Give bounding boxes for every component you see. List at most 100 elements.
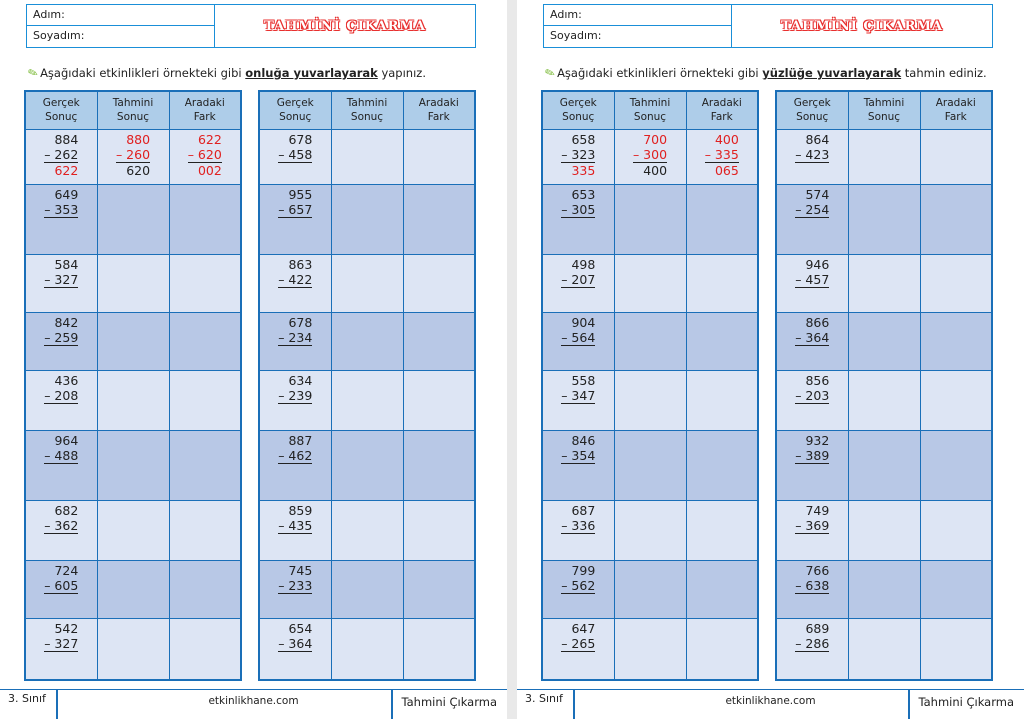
estimate-answer-cell[interactable]: [96, 499, 170, 561]
estimate-answer-cell[interactable]: [847, 429, 921, 501]
difference-answer-cell[interactable]: 400– 335 065: [685, 128, 759, 185]
estimate-answer-cell[interactable]: [613, 559, 687, 619]
estimate-answer-cell[interactable]: [330, 369, 404, 431]
difference-answer-cell[interactable]: [919, 369, 993, 431]
difference-answer-cell[interactable]: [402, 128, 476, 185]
difference-answer-cell[interactable]: [919, 617, 993, 681]
estimate-answer-cell[interactable]: [847, 128, 921, 185]
estimate-answer-cell[interactable]: [847, 499, 921, 561]
estimate-answer-cell[interactable]: [613, 617, 687, 681]
difference-answer-cell[interactable]: [685, 183, 759, 255]
name-label: Adım:: [544, 5, 731, 26]
estimate-answer-cell[interactable]: [330, 499, 404, 561]
difference-answer-cell[interactable]: [168, 559, 242, 619]
estimate-answer-cell[interactable]: [330, 311, 404, 371]
estimate-answer-cell[interactable]: [613, 253, 687, 313]
estimate-answer-cell[interactable]: [96, 429, 170, 501]
estimate-answer-cell[interactable]: [847, 617, 921, 681]
minuend: 689: [805, 620, 830, 636]
estimate-answer-cell[interactable]: [613, 311, 687, 371]
difference-answer-cell[interactable]: [402, 253, 476, 313]
estimate-answer-cell[interactable]: [613, 369, 687, 431]
problem-row: 932– 389: [775, 429, 993, 501]
difference-answer-cell[interactable]: [402, 311, 476, 371]
minuend: 682: [54, 502, 79, 518]
difference-answer-cell[interactable]: [168, 369, 242, 431]
estimate-answer-cell[interactable]: [330, 429, 404, 501]
actual-cell: 842– 259: [24, 311, 98, 371]
estimate-answer-cell[interactable]: [330, 559, 404, 619]
difference-answer-cell[interactable]: [402, 499, 476, 561]
estimate-answer-cell[interactable]: [847, 559, 921, 619]
difference-answer-cell[interactable]: [168, 429, 242, 501]
estimate-answer-cell[interactable]: [330, 183, 404, 255]
estimate-answer-cell[interactable]: [613, 429, 687, 501]
difference-answer-cell[interactable]: [919, 429, 993, 501]
difference-answer-cell[interactable]: [168, 617, 242, 681]
difference-answer-cell[interactable]: [919, 311, 993, 371]
difference-answer-cell[interactable]: [685, 499, 759, 561]
difference-answer-cell[interactable]: [919, 559, 993, 619]
estimate-answer-cell[interactable]: [330, 617, 404, 681]
estimate-answer-cell[interactable]: [96, 369, 170, 431]
difference-answer-cell[interactable]: [685, 559, 759, 619]
difference-answer-cell[interactable]: [685, 311, 759, 371]
difference-answer-cell[interactable]: [685, 429, 759, 501]
difference-answer-cell[interactable]: [919, 128, 993, 185]
difference-answer-cell[interactable]: [402, 369, 476, 431]
difference-answer-cell[interactable]: [919, 183, 993, 255]
actual-cell: 654– 364: [258, 617, 332, 681]
difference-answer-cell[interactable]: [168, 253, 242, 313]
estimate-answer-cell[interactable]: 880– 260 620: [96, 128, 170, 185]
estimate-answer-cell[interactable]: [613, 499, 687, 561]
difference-answer-cell[interactable]: [685, 369, 759, 431]
subtrahend: – 323: [561, 146, 596, 162]
estimate-answer-cell[interactable]: [96, 253, 170, 313]
difference-answer-cell[interactable]: [402, 183, 476, 255]
pencil-icon: ✎: [25, 64, 41, 82]
difference-answer-cell[interactable]: [168, 311, 242, 371]
subtrahend: – 422: [278, 271, 313, 287]
minuend: 724: [54, 562, 79, 578]
difference-answer-cell[interactable]: [919, 253, 993, 313]
estimate-answer-cell[interactable]: [847, 253, 921, 313]
estimate-answer-cell[interactable]: [96, 311, 170, 371]
difference: 400: [632, 161, 668, 178]
difference-answer-cell[interactable]: [168, 499, 242, 561]
subtraction-table-2: Gerçek Sonuç Tahmini Sonuç Aradaki Fark 678– 4…: [258, 90, 476, 681]
estimate-answer-cell[interactable]: [96, 617, 170, 681]
difference-answer-cell[interactable]: 622– 620 002: [168, 128, 242, 185]
estimate-answer-cell[interactable]: 700– 300 400: [613, 128, 687, 185]
difference-answer-cell[interactable]: [685, 253, 759, 313]
estimate-answer-cell[interactable]: [96, 183, 170, 255]
minuend: 678: [288, 314, 313, 330]
estimate-answer-cell[interactable]: [847, 369, 921, 431]
difference-answer-cell[interactable]: [402, 617, 476, 681]
subtraction-table-2: Gerçek Sonuç Tahmini Sonuç Aradaki Fark 864– 4…: [775, 90, 993, 681]
minuend: 574: [805, 186, 830, 202]
subtrahend: – 239: [278, 387, 313, 403]
minuend: 964: [54, 432, 79, 448]
estimate-answer-cell[interactable]: [847, 183, 921, 255]
estimate-answer-cell[interactable]: [847, 311, 921, 371]
estimate-answer-cell[interactable]: [96, 559, 170, 619]
actual-cell: 884– 262 622: [24, 128, 98, 185]
problem-row: 647– 265: [541, 617, 759, 681]
estimate-answer-cell[interactable]: [613, 183, 687, 255]
difference-answer-cell[interactable]: [402, 429, 476, 501]
surname-label: Soyadım:: [33, 29, 85, 42]
difference-answer-cell[interactable]: [919, 499, 993, 561]
subtrahend: – 620: [187, 146, 222, 162]
problem-row: 864– 423: [775, 128, 993, 185]
problem-row: 856– 203: [775, 369, 993, 431]
difference-answer-cell[interactable]: [685, 617, 759, 681]
subtrahend: – 364: [795, 329, 830, 345]
difference-answer-cell[interactable]: [402, 559, 476, 619]
estimate-answer-cell[interactable]: [330, 253, 404, 313]
estimate-answer-cell[interactable]: [330, 128, 404, 185]
actual-cell: 658– 323 335: [541, 128, 615, 185]
name-box: Adım: Soyadım: TAHMİNİ ÇIKARMA: [26, 4, 476, 48]
difference-answer-cell[interactable]: [168, 183, 242, 255]
minuend: 654: [288, 620, 313, 636]
minuend: 856: [805, 372, 830, 388]
